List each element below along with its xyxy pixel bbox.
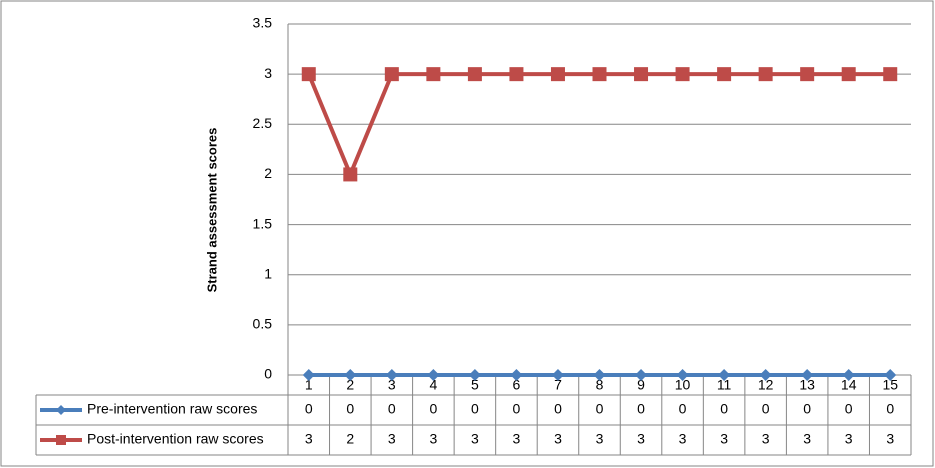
point-marker [509,67,524,82]
x-tick-label: 8 [596,377,604,393]
table-value: 3 [388,431,396,447]
table-value: 0 [637,401,645,417]
point-marker [593,369,606,381]
table-value: 0 [305,401,313,417]
point-marker [717,67,732,82]
point-marker [592,67,607,82]
point-marker [467,67,482,82]
point-marker [344,369,357,381]
y-tick-label: 1.5 [253,215,273,231]
y-tick-label: 2.5 [253,115,273,131]
y-axis-title: Strand assessment scores [204,128,219,293]
x-tick-label: 1 [305,377,313,393]
point-marker [551,369,564,381]
x-tick-label: 3 [388,377,396,393]
table-value: 0 [554,401,562,417]
x-tick-label: 6 [513,377,521,393]
table-value: 0 [845,401,853,417]
x-tick-label: 4 [429,377,437,393]
legend-label: Post-intervention raw scores [87,431,264,447]
table-value: 0 [679,401,687,417]
point-marker [510,369,523,381]
table-value: 0 [886,401,894,417]
table-value: 0 [513,401,521,417]
point-marker [343,167,358,182]
point-marker [426,67,441,82]
x-tick-label: 11 [717,377,732,393]
table-value: 3 [513,431,521,447]
y-tick-label: 0 [264,366,272,382]
table-value: 0 [429,401,437,417]
point-marker [384,67,399,82]
point-marker [842,369,855,381]
point-marker [550,67,565,82]
point-marker [883,67,898,82]
table-value: 0 [762,401,770,417]
table-value: 0 [720,401,728,417]
table-value: 0 [471,401,479,417]
y-tick-label: 2 [264,165,272,181]
point-marker [800,67,815,82]
x-tick-label: 5 [471,377,479,393]
table-value: 3 [554,431,562,447]
x-tick-label: 15 [882,377,898,393]
table-value: 2 [346,431,354,447]
point-marker [427,369,440,381]
point-marker [635,369,648,381]
legend-marker [56,435,66,445]
table-value: 0 [346,401,354,417]
table-value: 0 [596,401,604,417]
table-value: 3 [596,431,604,447]
point-marker [758,67,773,82]
table-value: 3 [845,431,853,447]
table-value: 3 [471,431,479,447]
y-tick-label: 1 [264,265,272,281]
table-value: 0 [388,401,396,417]
point-marker [385,369,398,381]
y-tick-label: 0.5 [253,316,273,332]
point-marker [676,369,689,381]
point-marker [801,369,814,381]
table-value: 3 [637,431,645,447]
x-tick-label: 14 [841,377,857,393]
table-value: 3 [679,431,687,447]
table-value: 3 [429,431,437,447]
point-marker [759,369,772,381]
x-tick-label: 7 [554,377,562,393]
point-marker [468,369,481,381]
legend-marker [56,405,66,415]
y-tick-label: 3 [264,65,272,81]
table-value: 3 [886,431,894,447]
x-tick-label: 2 [346,377,354,393]
table-value: 3 [762,431,770,447]
x-tick-label: 10 [675,377,691,393]
point-marker [675,67,690,82]
table-value: 3 [720,431,728,447]
x-tick-label: 12 [758,377,774,393]
table-value: 0 [803,401,811,417]
point-marker [841,67,856,82]
point-marker [634,67,649,82]
point-marker [718,369,731,381]
legend-label: Pre-intervention raw scores [87,401,257,417]
point-marker [884,369,897,381]
y-tick-label: 3.5 [253,15,273,31]
table-value: 3 [803,431,811,447]
table-value: 3 [305,431,313,447]
x-tick-label: 9 [637,377,645,393]
point-marker [302,369,315,381]
point-marker [301,67,316,82]
x-tick-label: 13 [799,377,815,393]
